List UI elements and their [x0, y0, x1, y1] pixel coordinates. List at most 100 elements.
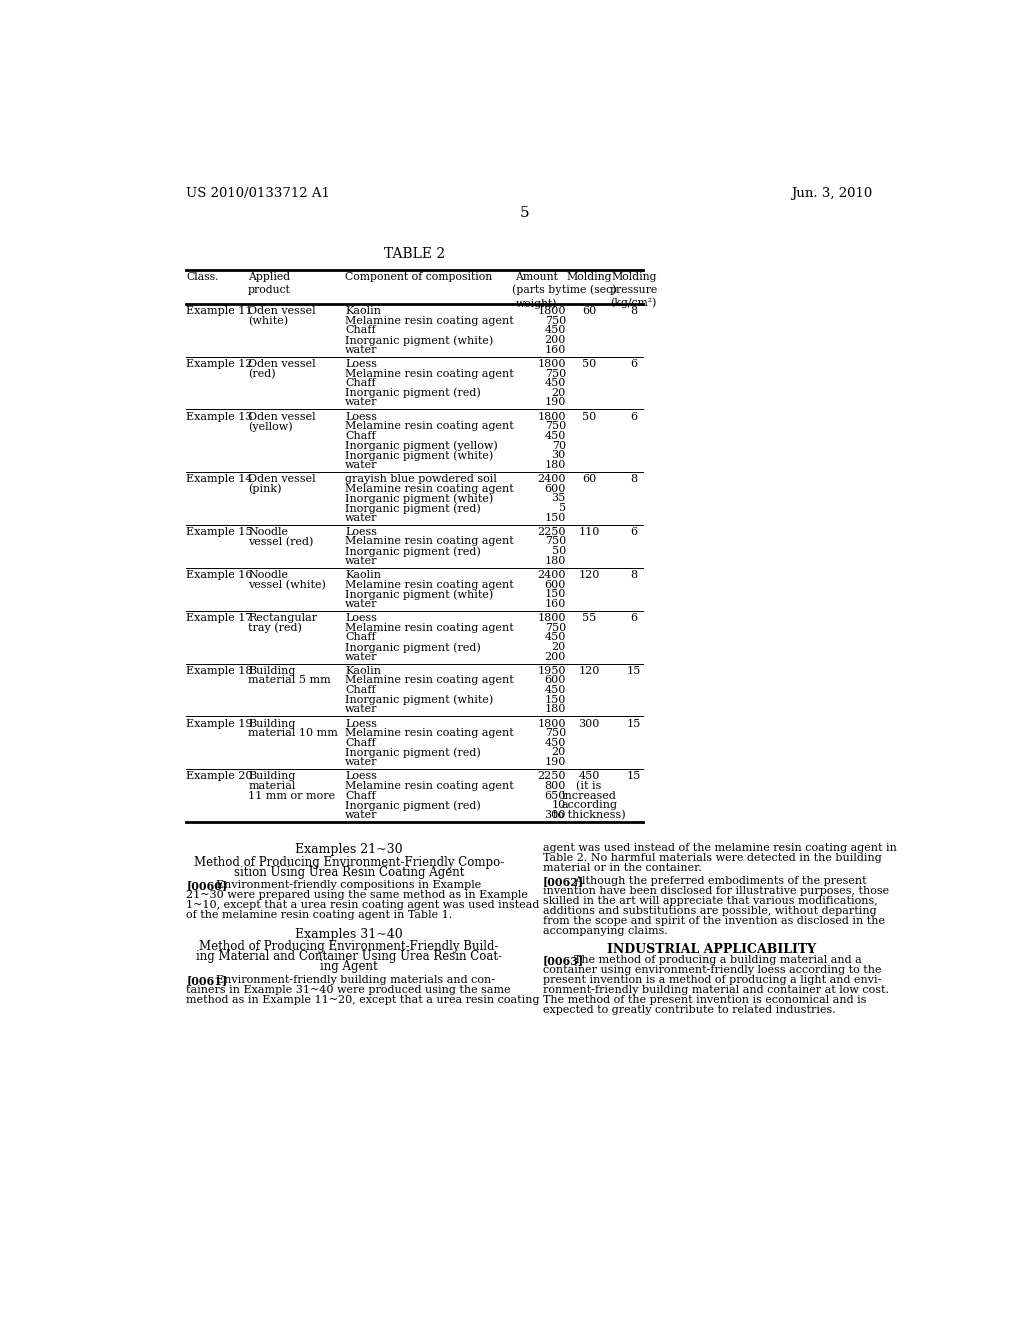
Text: 50: 50 [552, 546, 566, 556]
Text: water: water [345, 512, 378, 523]
Text: 60: 60 [582, 474, 596, 484]
Text: according: according [561, 800, 617, 810]
Text: Oden vessel: Oden vessel [248, 474, 315, 484]
Text: Inorganic pigment (white): Inorganic pigment (white) [345, 450, 494, 461]
Text: skilled in the art will appreciate that various modifications,: skilled in the art will appreciate that … [543, 896, 878, 907]
Text: material: material [248, 781, 296, 791]
Text: present invention is a method of producing a light and envi-: present invention is a method of produci… [543, 975, 881, 985]
Text: 50: 50 [582, 359, 596, 370]
Text: 8: 8 [630, 306, 637, 317]
Text: water: water [345, 758, 378, 767]
Text: 180: 180 [545, 705, 566, 714]
Text: sition Using Urea Resin Coating Agent: sition Using Urea Resin Coating Agent [233, 866, 464, 879]
Text: Chaff: Chaff [345, 791, 376, 800]
Text: 300: 300 [579, 718, 600, 729]
Text: 750: 750 [545, 729, 566, 738]
Text: 2400: 2400 [538, 570, 566, 579]
Text: Chaff: Chaff [345, 326, 376, 335]
Text: 150: 150 [545, 512, 566, 523]
Text: Example 17: Example 17 [186, 612, 253, 623]
Text: Inorganic pigment (red): Inorganic pigment (red) [345, 546, 480, 557]
Text: [0062]: [0062] [543, 876, 584, 887]
Text: Chaff: Chaff [345, 685, 376, 696]
Text: 15: 15 [627, 665, 641, 676]
Text: Example 11: Example 11 [186, 306, 253, 317]
Text: Amount
(parts by
weight): Amount (parts by weight) [512, 272, 561, 309]
Text: The method of producing a building material and a: The method of producing a building mater… [573, 954, 861, 965]
Text: material 10 mm: material 10 mm [248, 729, 338, 738]
Text: Inorganic pigment (yellow): Inorganic pigment (yellow) [345, 441, 498, 451]
Text: 450: 450 [545, 685, 566, 696]
Text: of the melamine resin coating agent in Table 1.: of the melamine resin coating agent in T… [186, 911, 453, 920]
Text: 1800: 1800 [538, 612, 566, 623]
Text: 600: 600 [545, 483, 566, 494]
Text: Chaff: Chaff [345, 430, 376, 441]
Text: [0063]: [0063] [543, 954, 584, 966]
Text: 650: 650 [545, 791, 566, 800]
Text: water: water [345, 652, 378, 661]
Text: Method of Producing Environment-Friendly Compo-: Method of Producing Environment-Friendly… [194, 855, 504, 869]
Text: 120: 120 [579, 570, 600, 579]
Text: expected to greatly contribute to related industries.: expected to greatly contribute to relate… [543, 1005, 836, 1015]
Text: Inorganic pigment (red): Inorganic pigment (red) [345, 747, 480, 758]
Text: Loess: Loess [345, 612, 377, 623]
Text: Loess: Loess [345, 359, 377, 370]
Text: water: water [345, 397, 378, 408]
Text: Table 2. No harmful materials were detected in the building: Table 2. No harmful materials were detec… [543, 853, 882, 863]
Text: 6: 6 [630, 412, 637, 421]
Text: Method of Producing Environment-Friendly Build-: Method of Producing Environment-Friendly… [199, 940, 499, 953]
Text: US 2010/0133712 A1: US 2010/0133712 A1 [186, 187, 330, 199]
Text: increased: increased [562, 791, 616, 800]
Text: Melamine resin coating agent: Melamine resin coating agent [345, 729, 514, 738]
Text: Building: Building [248, 718, 296, 729]
Text: agent was used instead of the melamine resin coating agent in: agent was used instead of the melamine r… [543, 843, 896, 853]
Text: Oden vessel: Oden vessel [248, 306, 315, 317]
Text: Kaolin: Kaolin [345, 306, 381, 317]
Text: 450: 450 [545, 430, 566, 441]
Text: Example 19: Example 19 [186, 718, 253, 729]
Text: container using environment-friendly loess according to the: container using environment-friendly loe… [543, 965, 881, 975]
Text: 160: 160 [545, 345, 566, 355]
Text: 450: 450 [579, 771, 600, 781]
Text: 2250: 2250 [538, 771, 566, 781]
Text: Melamine resin coating agent: Melamine resin coating agent [345, 421, 514, 432]
Text: invention have been disclosed for illustrative purposes, those: invention have been disclosed for illust… [543, 887, 889, 896]
Text: 1~10, except that a urea resin coating agent was used instead: 1~10, except that a urea resin coating a… [186, 900, 540, 911]
Text: 150: 150 [545, 589, 566, 599]
Text: Applied
product: Applied product [248, 272, 291, 294]
Text: 6: 6 [630, 612, 637, 623]
Text: water: water [345, 810, 378, 820]
Text: Example 20: Example 20 [186, 771, 253, 781]
Text: 5: 5 [520, 206, 529, 220]
Text: Melamine resin coating agent: Melamine resin coating agent [345, 676, 514, 685]
Text: 8: 8 [630, 474, 637, 484]
Text: tainers in Example 31~40 were produced using the same: tainers in Example 31~40 were produced u… [186, 985, 511, 995]
Text: 120: 120 [579, 665, 600, 676]
Text: 600: 600 [545, 676, 566, 685]
Text: from the scope and spirit of the invention as disclosed in the: from the scope and spirit of the inventi… [543, 916, 885, 927]
Text: [0060]: [0060] [186, 880, 227, 891]
Text: (pink): (pink) [248, 483, 282, 494]
Text: Inorganic pigment (red): Inorganic pigment (red) [345, 503, 480, 513]
Text: Example 13: Example 13 [186, 412, 253, 421]
Text: Example 15: Example 15 [186, 527, 253, 537]
Text: Kaolin: Kaolin [345, 570, 381, 579]
Text: ing Material and Container Using Urea Resin Coat-: ing Material and Container Using Urea Re… [196, 950, 502, 964]
Text: 1800: 1800 [538, 412, 566, 421]
Text: 55: 55 [582, 612, 596, 623]
Text: Noodle: Noodle [248, 570, 288, 579]
Text: accompanying claims.: accompanying claims. [543, 927, 668, 936]
Text: Melamine resin coating agent: Melamine resin coating agent [345, 536, 514, 546]
Text: 600: 600 [545, 579, 566, 590]
Text: Jun. 3, 2010: Jun. 3, 2010 [791, 187, 872, 199]
Text: method as in Example 11~20, except that a urea resin coating: method as in Example 11~20, except that … [186, 995, 540, 1005]
Text: 190: 190 [545, 758, 566, 767]
Text: 15: 15 [627, 718, 641, 729]
Text: 20: 20 [552, 388, 566, 397]
Text: Component of composition: Component of composition [345, 272, 493, 282]
Text: Loess: Loess [345, 527, 377, 537]
Text: 35: 35 [552, 494, 566, 503]
Text: 20: 20 [552, 642, 566, 652]
Text: Inorganic pigment (white): Inorganic pigment (white) [345, 494, 494, 504]
Text: 160: 160 [545, 599, 566, 609]
